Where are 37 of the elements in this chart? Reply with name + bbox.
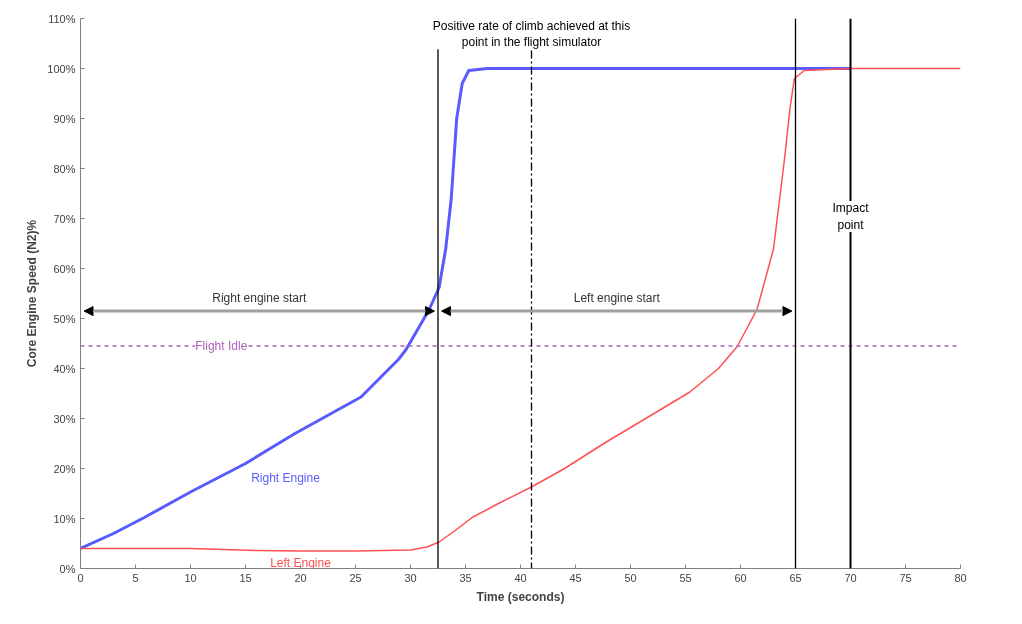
y-tick-label: 60%	[53, 262, 76, 275]
y-tick-label: 0%	[59, 562, 76, 575]
ref-line-label: Positive rate of climb achieved at this point in the flight simulator	[432, 18, 631, 50]
x-axis-title: Time (seconds)	[476, 589, 565, 604]
x-tick-label: 40	[514, 571, 527, 584]
x-tick-label: 50	[624, 571, 637, 584]
x-tick-label: 70	[844, 571, 857, 584]
ref-line-label: Impact point	[832, 201, 870, 232]
x-tick-label: 30	[404, 571, 417, 584]
x-tick-label: 35	[459, 571, 472, 584]
y-tick-label: 10%	[53, 512, 76, 525]
y-tick-label: 110%	[48, 12, 76, 25]
x-tick-label: 15	[239, 571, 252, 584]
series-label: Right Engine	[251, 470, 321, 485]
y-tick-label: 30%	[53, 412, 76, 425]
annotation: Right engine start	[212, 291, 307, 306]
y-tick-label: 80%	[53, 162, 76, 175]
y-tick-label: 90%	[53, 112, 76, 125]
y-tick-label: 40%	[53, 362, 76, 375]
x-tick-label: 60	[734, 571, 747, 584]
x-tick-label: 0	[77, 571, 84, 584]
x-tick-label: 65	[789, 571, 802, 584]
x-tick-label: 55	[679, 571, 692, 584]
annotation: Left engine start	[573, 291, 661, 306]
x-tick-label: 45	[569, 571, 582, 584]
x-tick-label: 10	[184, 571, 197, 584]
y-tick-label: 100%	[47, 62, 76, 75]
y-axis-title: Core Engine Speed (N2)%	[25, 219, 40, 368]
x-tick-label: 5	[132, 571, 139, 584]
y-tick-label: 20%	[53, 462, 76, 475]
y-tick-label: 70%	[53, 212, 76, 225]
ref-line-label: Flight Idle	[195, 339, 248, 353]
x-tick-label: 20	[294, 571, 307, 584]
y-tick-label: 50%	[53, 312, 76, 325]
x-tick-label: 80	[954, 571, 967, 584]
x-tick-label: 25	[349, 571, 362, 584]
x-tick-label: 75	[899, 571, 912, 584]
